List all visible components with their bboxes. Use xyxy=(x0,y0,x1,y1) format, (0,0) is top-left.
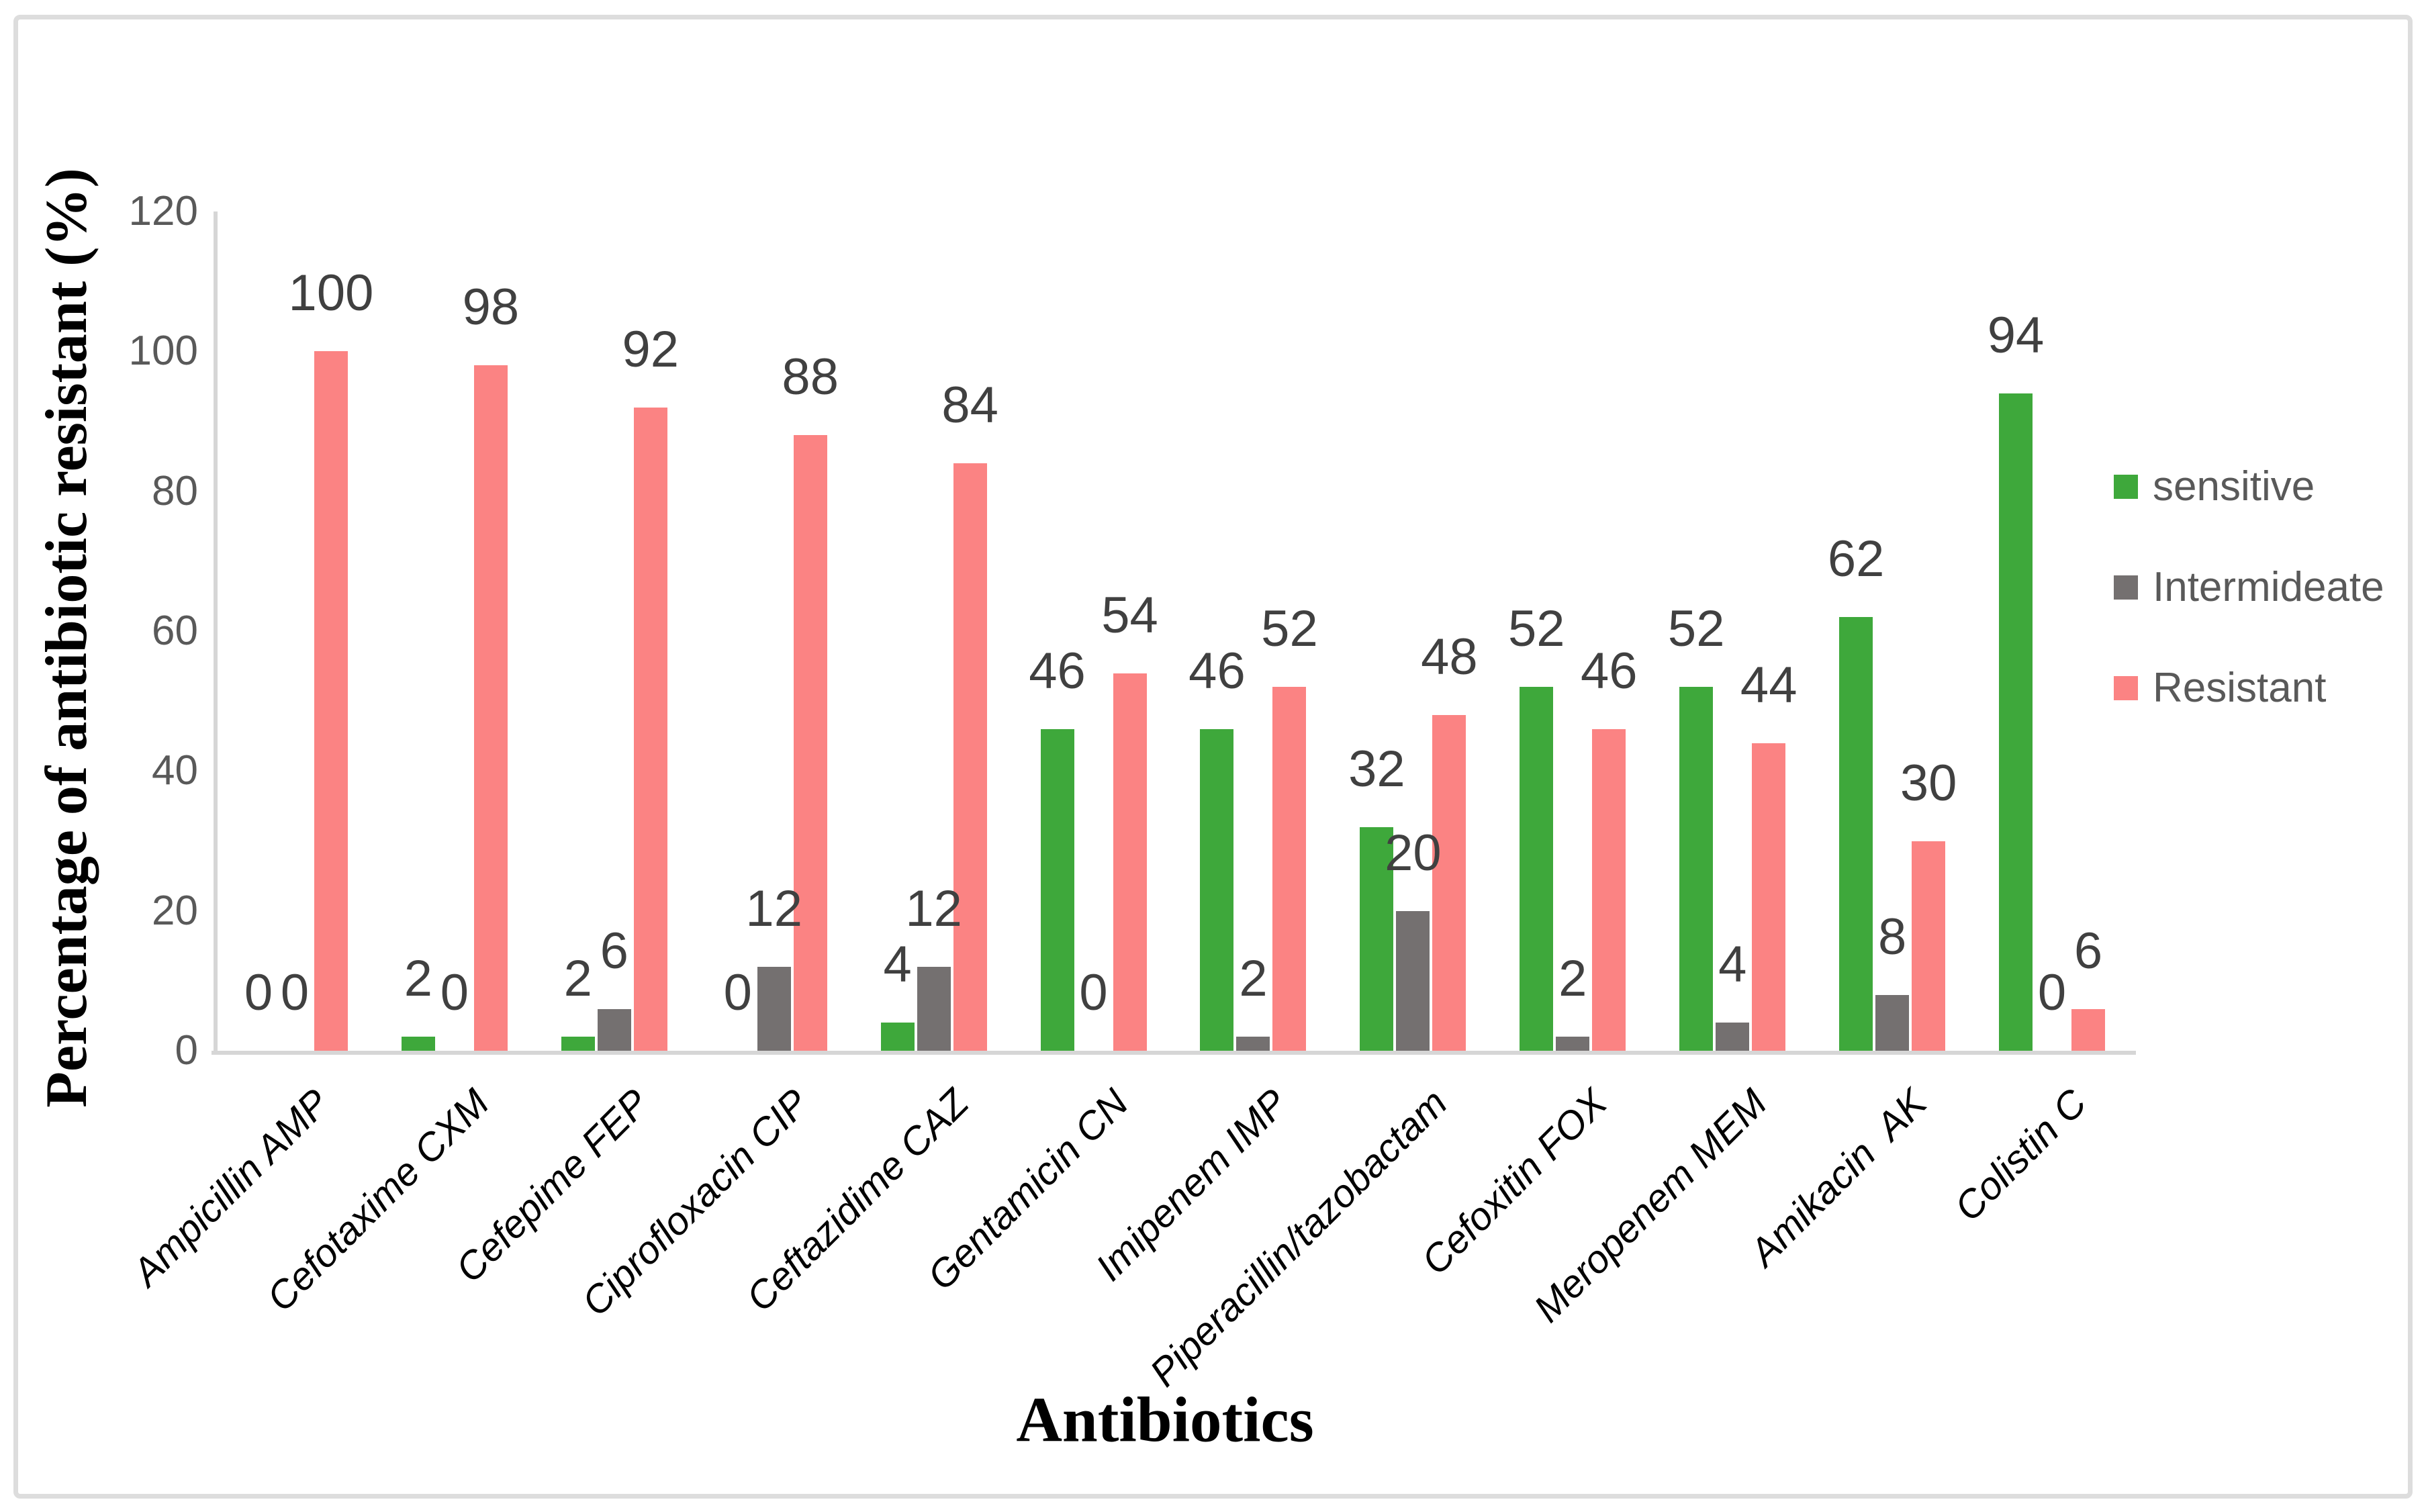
value-label: 100 xyxy=(288,265,374,322)
bar-sensitive xyxy=(1839,617,1873,1051)
value-label: 20 xyxy=(1385,824,1442,882)
value-label: 6 xyxy=(600,922,628,980)
y-tick-label: 40 xyxy=(152,747,198,794)
bar-sensitive xyxy=(561,1037,595,1051)
x-axis-title: Antibiotics xyxy=(1016,1384,1314,1456)
value-label: 0 xyxy=(244,964,273,1021)
value-label: 46 xyxy=(1029,642,1086,700)
value-label: 52 xyxy=(1508,600,1565,658)
value-label: 4 xyxy=(883,936,912,994)
value-label: 0 xyxy=(440,964,469,1021)
legend-item-intermideate: Intermideate xyxy=(2114,567,2384,608)
bar-resistant xyxy=(633,407,667,1051)
bar-resistant xyxy=(1432,715,1466,1051)
value-label: 92 xyxy=(622,320,680,378)
legend-item-sensitive: sensitive xyxy=(2114,466,2315,508)
bar-resistant xyxy=(1113,673,1147,1051)
bar-intermideate xyxy=(1556,1037,1590,1051)
value-label: 0 xyxy=(280,964,310,1021)
bar-resistant xyxy=(473,365,508,1051)
value-label: 0 xyxy=(1079,964,1108,1021)
legend-label: sensitive xyxy=(2153,463,2315,510)
bar-resistant xyxy=(2071,1008,2106,1051)
value-label: 32 xyxy=(1348,740,1405,798)
value-label: 88 xyxy=(782,348,839,406)
bar-intermideate xyxy=(1236,1037,1270,1051)
bar-resistant xyxy=(1272,687,1307,1051)
bar-sensitive xyxy=(880,1023,915,1051)
y-tick-label: 80 xyxy=(152,467,198,514)
legend-label: Intermideate xyxy=(2153,564,2384,610)
value-label: 12 xyxy=(745,880,802,937)
y-tick-label: 100 xyxy=(128,328,198,375)
bar-resistant xyxy=(793,435,827,1051)
bar-resistant xyxy=(1912,841,1946,1051)
y-tick-label: 60 xyxy=(152,608,198,654)
legend-item-resistant: Resistant xyxy=(2114,667,2326,709)
bar-sensitive xyxy=(1200,728,1234,1051)
x-category-label: Piperacillin/tazobactam xyxy=(1141,1080,1456,1395)
value-label: 62 xyxy=(1827,530,1885,588)
bar-sensitive xyxy=(1360,826,1394,1051)
bar-intermideate xyxy=(757,967,791,1051)
bar-sensitive xyxy=(1679,687,1714,1051)
legend-swatch-sensitive xyxy=(2114,475,2138,499)
value-label: 12 xyxy=(905,880,962,937)
value-label: 48 xyxy=(1421,628,1478,686)
value-label: 54 xyxy=(1101,586,1158,644)
legend-swatch-intermideate xyxy=(2114,575,2138,600)
value-label: 94 xyxy=(1987,306,2045,364)
bar-resistant xyxy=(1592,728,1626,1051)
bar-intermideate xyxy=(1716,1023,1750,1051)
value-label: 46 xyxy=(1188,642,1246,700)
value-label: 44 xyxy=(1740,656,1798,714)
bar-resistant xyxy=(1752,743,1786,1051)
bar-sensitive xyxy=(1999,393,2033,1051)
value-label: 52 xyxy=(1667,600,1725,658)
y-tick-label: 0 xyxy=(175,1027,198,1074)
value-label: 4 xyxy=(1718,936,1747,994)
x-axis-line xyxy=(212,1051,2136,1055)
value-label: 52 xyxy=(1261,600,1318,658)
bar-intermideate xyxy=(597,1008,631,1051)
bar-sensitive xyxy=(1040,728,1074,1051)
value-label: 2 xyxy=(563,950,592,1008)
value-label: 6 xyxy=(2073,922,2103,980)
bar-intermideate xyxy=(1396,910,1430,1051)
value-label: 46 xyxy=(1581,642,1638,700)
value-label: 2 xyxy=(1558,950,1587,1008)
x-category-label: Colistin C xyxy=(1946,1080,2095,1230)
y-tick-label: 120 xyxy=(128,188,198,234)
value-label: 0 xyxy=(723,964,752,1021)
value-label: 84 xyxy=(941,377,998,434)
bar-resistant xyxy=(314,351,348,1051)
y-axis-line xyxy=(214,211,218,1055)
value-label: 2 xyxy=(404,950,433,1008)
value-label: 98 xyxy=(462,279,520,336)
bar-sensitive xyxy=(1520,687,1554,1051)
legend-swatch-resistant xyxy=(2114,676,2138,700)
value-label: 8 xyxy=(1877,908,1907,965)
y-tick-label: 20 xyxy=(152,887,198,934)
value-label: 0 xyxy=(2037,964,2067,1021)
bar-intermideate xyxy=(917,967,951,1051)
legend-label: Resistant xyxy=(2153,665,2327,711)
value-label: 2 xyxy=(1239,950,1268,1008)
bar-intermideate xyxy=(1875,994,1910,1051)
bar-resistant xyxy=(953,463,987,1051)
bar-sensitive xyxy=(401,1037,435,1051)
value-label: 30 xyxy=(1900,754,1957,812)
